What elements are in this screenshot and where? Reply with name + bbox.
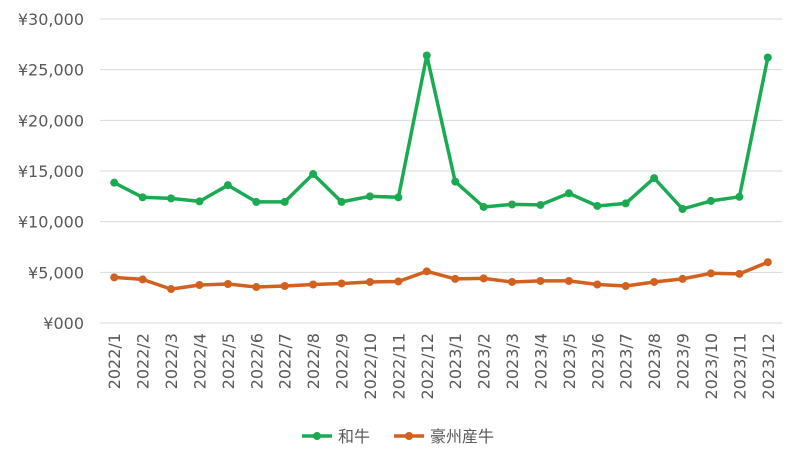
data-point xyxy=(110,178,119,187)
data-point xyxy=(195,281,204,289)
legend-label: 豪州産牛 xyxy=(430,427,494,446)
y-tick-label: ¥000 xyxy=(43,314,84,333)
data-point xyxy=(309,170,318,179)
x-tick-label: 2023/10 xyxy=(702,333,721,399)
data-point xyxy=(536,276,545,285)
x-tick-label: 2022/1 xyxy=(105,333,124,389)
x-tick-label: 2022/3 xyxy=(162,333,181,389)
y-tick-label: ¥10,000 xyxy=(18,213,84,232)
data-point xyxy=(280,197,289,206)
y-tick-label: ¥5,000 xyxy=(28,263,84,282)
x-tick-label: 2022/4 xyxy=(190,333,209,389)
legend-swatch-marker xyxy=(405,432,413,440)
data-point xyxy=(309,280,318,289)
data-point xyxy=(650,277,659,286)
x-tick-label: 2023/6 xyxy=(588,333,607,389)
series-2 xyxy=(110,258,772,294)
data-point xyxy=(479,202,488,211)
data-point xyxy=(252,283,261,292)
data-point xyxy=(593,280,602,289)
x-tick-label: 2023/2 xyxy=(475,333,494,389)
data-point xyxy=(621,199,630,208)
data-point xyxy=(706,196,715,205)
x-tick-label: 2023/3 xyxy=(503,333,522,389)
x-tick-label: 2023/7 xyxy=(617,333,636,389)
y-tick-label: ¥15,000 xyxy=(18,162,84,181)
data-point xyxy=(223,279,232,288)
data-point xyxy=(479,274,488,283)
x-tick-label: 2022/12 xyxy=(418,333,437,399)
series-group xyxy=(110,51,772,294)
x-tick-label: 2023/11 xyxy=(730,333,749,399)
data-point xyxy=(621,282,630,291)
data-point xyxy=(337,279,346,288)
data-point xyxy=(167,285,176,294)
x-tick-label: 2022/5 xyxy=(219,333,238,389)
legend-item-1: 和牛 xyxy=(302,427,370,446)
data-point xyxy=(422,267,431,276)
x-tick-label: 2022/7 xyxy=(276,333,295,389)
legend-swatch-marker xyxy=(313,432,321,440)
x-tick-label: 2023/8 xyxy=(645,333,664,389)
data-point xyxy=(110,273,119,282)
data-point xyxy=(593,201,602,210)
series-1 xyxy=(110,51,772,213)
x-tick-label: 2022/6 xyxy=(247,333,266,389)
legend: 和牛 豪州産牛 xyxy=(302,427,494,446)
data-point xyxy=(337,197,346,206)
x-tick-label: 2022/11 xyxy=(389,333,408,399)
y-tick-label: ¥30,000 xyxy=(18,10,84,29)
data-point xyxy=(451,274,460,283)
x-tick-label: 2023/9 xyxy=(674,333,693,389)
series-line xyxy=(114,260,769,291)
legend-item-2: 豪州産牛 xyxy=(394,427,494,446)
data-point xyxy=(564,189,573,198)
data-point xyxy=(394,193,403,202)
data-point xyxy=(252,197,261,206)
data-point xyxy=(508,277,517,286)
data-point xyxy=(394,277,403,286)
data-point xyxy=(564,276,573,285)
x-tick-label: 2023/4 xyxy=(531,333,550,389)
data-point xyxy=(138,275,147,284)
data-point xyxy=(451,177,460,186)
x-tick-label: 2023/12 xyxy=(759,333,778,399)
data-point xyxy=(650,174,659,183)
data-point xyxy=(735,192,744,201)
data-point xyxy=(365,192,374,201)
data-point xyxy=(763,53,772,62)
data-point xyxy=(735,269,744,278)
data-point xyxy=(138,193,147,202)
x-tick-label: 2022/10 xyxy=(361,333,380,399)
data-point xyxy=(195,197,204,206)
y-tick-label: ¥20,000 xyxy=(18,111,84,130)
data-point xyxy=(280,282,289,291)
x-tick-label: 2023/1 xyxy=(446,333,465,389)
data-point xyxy=(365,277,374,286)
y-axis: ¥000 ¥5,000 ¥10,000 ¥15,000 ¥20,000 ¥25,000 ¥3… xyxy=(18,10,84,333)
data-point xyxy=(763,258,772,267)
data-point xyxy=(678,205,687,213)
data-point xyxy=(422,51,431,60)
x-axis: 2022/1 2022/2 2022/3 2022/4 2022/5 2022/6 2022… xyxy=(105,333,778,399)
legend-label: 和牛 xyxy=(338,427,370,446)
data-point xyxy=(678,274,687,283)
x-tick-label: 2022/8 xyxy=(304,333,323,389)
y-tick-label: ¥25,000 xyxy=(18,61,84,80)
x-tick-label: 2022/9 xyxy=(333,333,352,389)
series-line xyxy=(113,53,770,211)
x-tick-label: 2022/2 xyxy=(134,333,153,389)
data-point xyxy=(536,200,545,209)
data-point xyxy=(706,269,715,278)
data-point xyxy=(167,194,176,203)
data-point xyxy=(508,200,517,209)
x-tick-label: 2023/5 xyxy=(560,333,579,389)
data-point xyxy=(223,181,232,190)
